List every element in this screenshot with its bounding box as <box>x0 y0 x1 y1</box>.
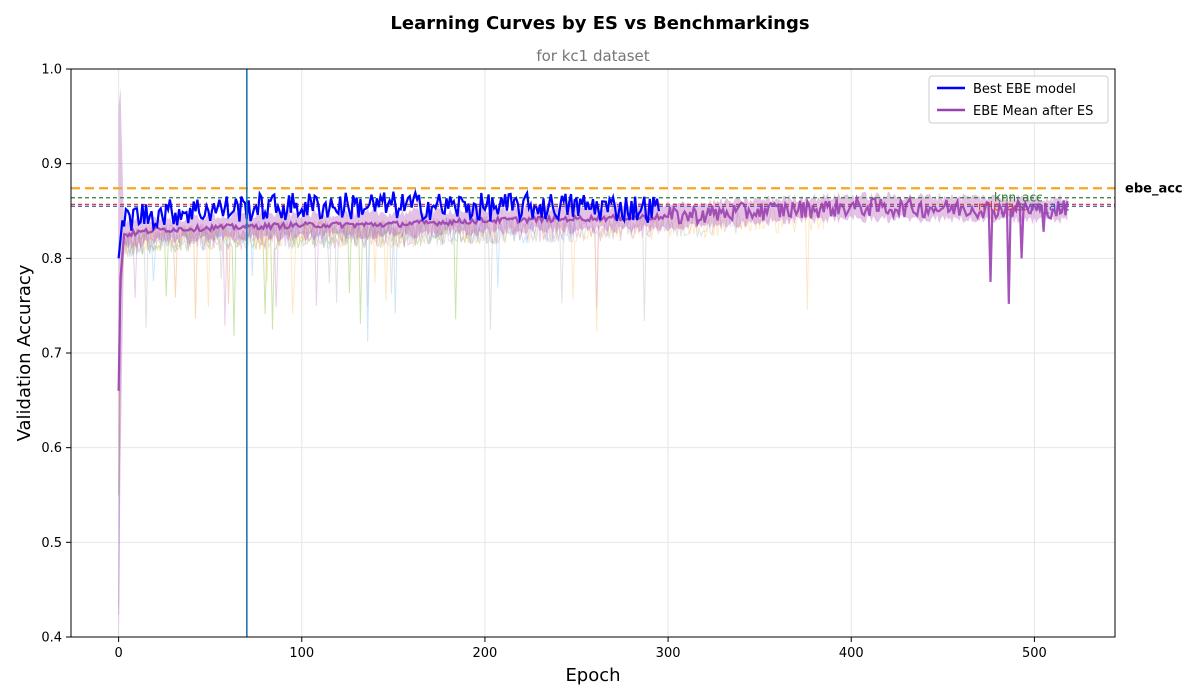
x-tick-label: 300 <box>656 646 681 661</box>
x-tick-label: 500 <box>1022 646 1047 661</box>
x-tick-label: 100 <box>289 646 314 661</box>
y-tick-label: 0.8 <box>41 252 62 267</box>
reference-label-ebe_acc: ebe_acc <box>1125 181 1183 196</box>
y-tick-label: 0.9 <box>41 157 62 172</box>
background-run-line <box>118 215 577 608</box>
background-run-line <box>118 203 825 448</box>
series-lines <box>117 188 1069 391</box>
background-run-line <box>118 219 412 495</box>
legend-box <box>928 75 1109 124</box>
series-line-best-ebe <box>117 188 660 259</box>
x-axis-label: Epoch <box>565 665 620 686</box>
y-tick-label: 0.7 <box>41 347 62 362</box>
y-tick-label: 1.0 <box>41 63 62 78</box>
y-tick-label: 0.5 <box>41 536 62 551</box>
background-runs <box>118 203 825 616</box>
y-axis-label: Validation Accuracy <box>14 264 35 441</box>
y-axis-ticks: 0.4 0.5 0.6 0.7 0.8 0.9 1.0 <box>41 63 71 646</box>
background-run-line <box>118 218 495 496</box>
series-line-ebe-mean <box>117 194 1069 391</box>
background-run-line <box>118 210 742 448</box>
chart-title: Learning Curves by ES vs Benchmarkings <box>390 13 809 34</box>
y-tick-label: 0.4 <box>41 631 62 646</box>
legend-label-mean: EBE Mean after ES <box>973 104 1093 119</box>
legend: Best EBE model EBE Mean after ES <box>928 75 1109 124</box>
y-tick-label: 0.6 <box>41 441 62 456</box>
x-tick-label: 200 <box>473 646 498 661</box>
chart-subtitle: for kc1 dataset <box>536 47 649 65</box>
reference-label-knn_acc: knn_acc <box>994 191 1043 205</box>
x-tick-label: 400 <box>839 646 864 661</box>
x-axis-ticks: 0 100 200 300 400 500 <box>114 637 1047 661</box>
background-run-line <box>118 212 660 616</box>
legend-label-best: Best EBE model <box>973 82 1076 97</box>
x-tick-label: 0 <box>114 646 122 661</box>
